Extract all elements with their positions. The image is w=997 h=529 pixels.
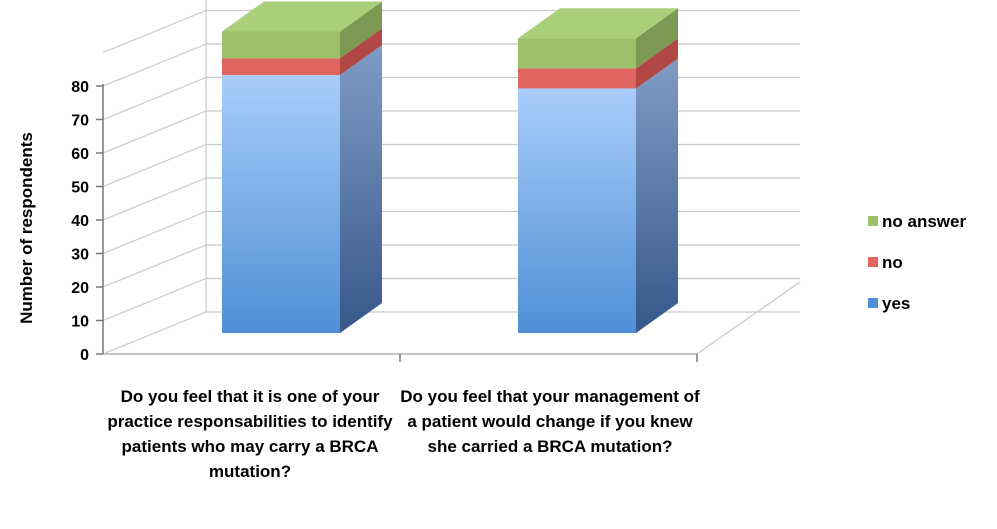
legend-swatch-no xyxy=(868,257,878,267)
bar-2-yes xyxy=(518,88,636,333)
gridline-diagonal-0 xyxy=(102,311,207,355)
legend-label-no-answer: no answer xyxy=(882,212,966,231)
y-tick-label-0: 0 xyxy=(80,347,89,364)
bar-2-no-answer-side xyxy=(636,8,678,69)
floor-right-edge xyxy=(696,281,801,355)
y-tick-label-3: 30 xyxy=(71,247,89,264)
bar-1-no-answer-side xyxy=(340,1,382,59)
gridline-diagonal-6 xyxy=(102,110,207,154)
bar-group-1 xyxy=(222,1,382,334)
chart-walls xyxy=(103,0,801,355)
legend: no answer no yes xyxy=(868,212,966,313)
bar-2-top xyxy=(518,8,678,39)
y-tick-label-2: 20 xyxy=(71,280,89,297)
y-tick-label-7: 70 xyxy=(71,113,89,130)
gridline-diagonal-2 xyxy=(102,244,207,288)
bar-2-no-side xyxy=(636,38,678,89)
gridline-diagonal-1 xyxy=(102,277,207,322)
gridline-diagonal-5 xyxy=(102,143,207,188)
legend-swatch-no-answer xyxy=(868,216,878,226)
bars xyxy=(222,1,678,334)
bar-2-no xyxy=(518,68,636,89)
bar-1-yes xyxy=(222,75,340,334)
bar-1-no-answer xyxy=(222,31,340,59)
legend-swatch-yes xyxy=(868,298,878,308)
y-tick-label-4: 40 xyxy=(71,213,89,230)
gridline-diagonal-4 xyxy=(102,177,207,221)
y-tick-label-6: 60 xyxy=(71,146,89,163)
y-tick-label-1: 10 xyxy=(71,314,89,331)
bar-1-no-side xyxy=(340,28,382,76)
y-axis-label: Number of respondents xyxy=(17,132,36,324)
category-label-1: Do you feel that it is one of your pract… xyxy=(107,387,393,481)
bar-1-top xyxy=(222,1,382,32)
y-tick-label-5: 50 xyxy=(71,180,89,197)
bar-2-yes-side xyxy=(636,58,678,333)
bar-2-no-answer xyxy=(518,38,636,69)
bar-group-2 xyxy=(518,8,678,333)
legend-label-yes: yes xyxy=(882,294,910,313)
bar-1-no xyxy=(222,58,340,76)
gridline-diagonal-3 xyxy=(102,210,207,255)
gridlines xyxy=(102,9,800,355)
gridline-diagonal-9 xyxy=(102,9,207,54)
legend-label-no: no xyxy=(882,253,903,272)
bar-1-yes-side xyxy=(340,45,382,334)
y-axis: 0 10 20 30 40 50 60 70 80 xyxy=(71,79,698,364)
category-label-2: Do you feel that your management of a pa… xyxy=(400,387,700,456)
gridline-diagonal-7 xyxy=(102,76,207,121)
gridline-diagonal-8 xyxy=(102,43,207,87)
y-tick-label-8: 80 xyxy=(71,79,89,96)
